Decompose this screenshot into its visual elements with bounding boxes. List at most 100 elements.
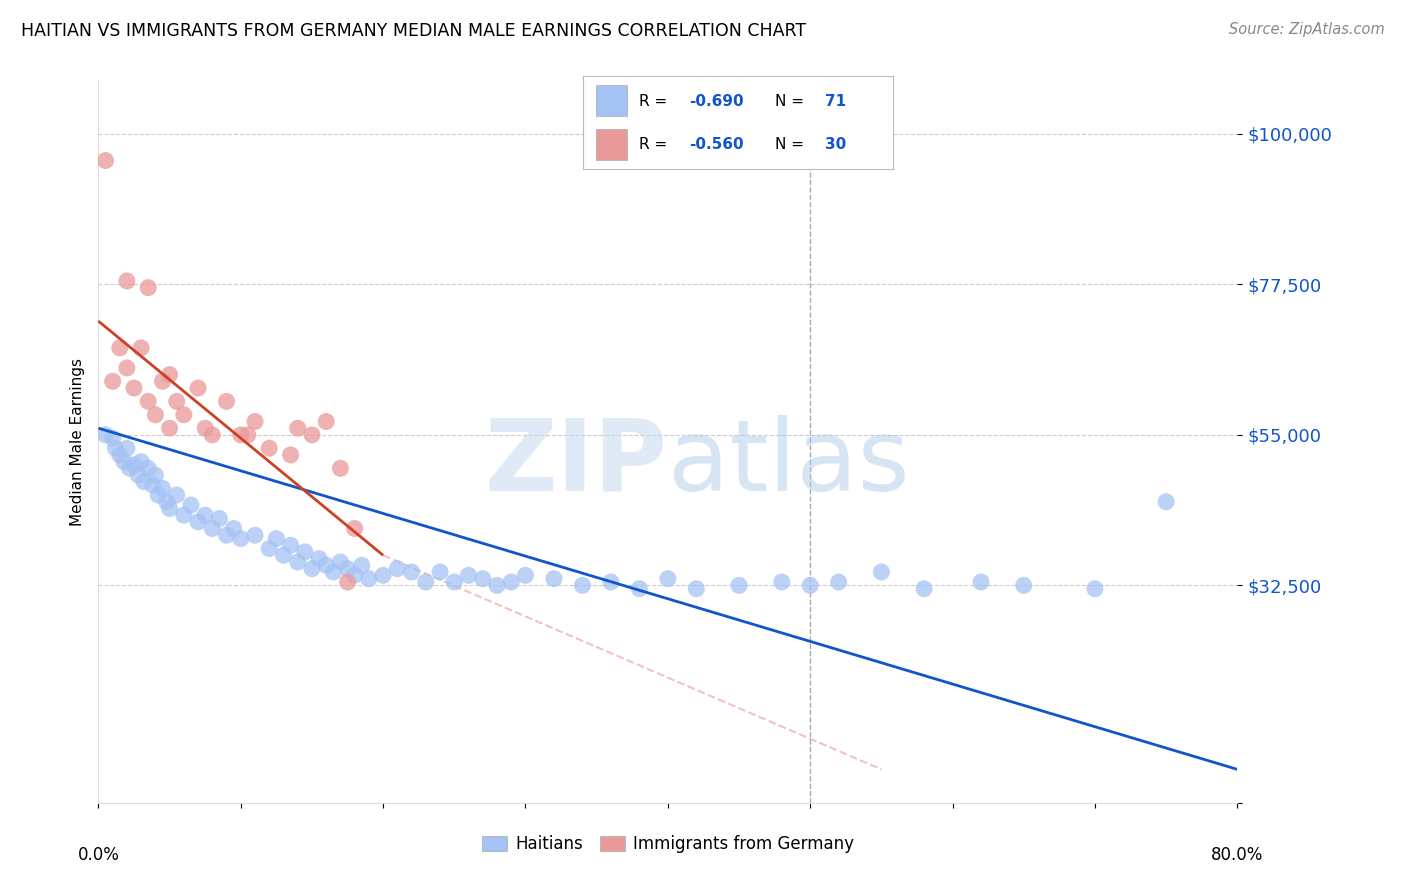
Point	[329, 461, 352, 475]
Point	[118, 461, 141, 475]
Point	[122, 381, 145, 395]
Point	[273, 548, 295, 563]
Point	[152, 482, 174, 496]
Point	[1012, 578, 1035, 592]
Point	[112, 454, 135, 469]
Point	[266, 532, 288, 546]
Point	[222, 521, 245, 535]
Point	[828, 575, 851, 590]
Point	[571, 578, 593, 592]
Point	[194, 421, 217, 435]
Point	[108, 448, 131, 462]
Text: 30: 30	[825, 136, 846, 152]
Point	[145, 467, 167, 482]
Point	[187, 381, 209, 395]
Point	[387, 562, 409, 576]
Point	[280, 538, 302, 552]
Point	[912, 582, 935, 596]
Point	[152, 375, 174, 389]
Point	[280, 448, 302, 462]
Point	[173, 508, 195, 523]
Point	[187, 515, 209, 529]
Point	[287, 421, 309, 435]
Point	[94, 153, 117, 168]
Point	[136, 281, 159, 295]
Point	[145, 408, 167, 422]
Point	[115, 361, 138, 376]
Text: ZIP: ZIP	[485, 415, 668, 512]
Point	[322, 565, 344, 579]
Point	[243, 414, 266, 428]
Legend: Haitians, Immigrants from Germany: Haitians, Immigrants from Germany	[475, 828, 860, 860]
Point	[501, 575, 523, 590]
Point	[870, 565, 893, 579]
Point	[371, 568, 394, 582]
Point	[315, 414, 337, 428]
Point	[770, 575, 793, 590]
Text: -0.690: -0.690	[689, 94, 744, 109]
Point	[336, 575, 359, 590]
Point	[287, 555, 309, 569]
Point	[415, 575, 437, 590]
Point	[229, 532, 252, 546]
Point	[1154, 494, 1177, 508]
Point	[728, 578, 751, 592]
Point	[208, 511, 231, 525]
Point	[156, 494, 179, 508]
FancyBboxPatch shape	[596, 129, 627, 160]
Point	[115, 274, 138, 288]
Text: atlas: atlas	[668, 415, 910, 512]
Point	[127, 467, 149, 482]
Point	[136, 461, 159, 475]
FancyBboxPatch shape	[596, 85, 627, 116]
Point	[970, 575, 993, 590]
Text: N =: N =	[775, 94, 808, 109]
Point	[294, 545, 316, 559]
Point	[486, 578, 509, 592]
Point	[166, 394, 188, 409]
Text: HAITIAN VS IMMIGRANTS FROM GERMANY MEDIAN MALE EARNINGS CORRELATION CHART: HAITIAN VS IMMIGRANTS FROM GERMANY MEDIA…	[21, 22, 806, 40]
Point	[259, 541, 281, 556]
Point	[600, 575, 623, 590]
Point	[101, 431, 124, 445]
Point	[166, 488, 188, 502]
Text: 0.0%: 0.0%	[77, 847, 120, 864]
Point	[159, 421, 181, 435]
Point	[657, 572, 679, 586]
Point	[457, 568, 479, 582]
Point	[350, 558, 373, 573]
Point	[429, 565, 451, 579]
Point	[343, 521, 366, 535]
Point	[201, 427, 224, 442]
Point	[443, 575, 465, 590]
Point	[201, 521, 224, 535]
Point	[159, 368, 181, 382]
Point	[108, 341, 131, 355]
Point	[136, 394, 159, 409]
Point	[180, 498, 202, 512]
Point	[104, 441, 127, 455]
Point	[799, 578, 821, 592]
Point	[115, 441, 138, 455]
Point	[101, 375, 124, 389]
Point	[122, 458, 145, 472]
Point	[132, 475, 155, 489]
Point	[336, 562, 359, 576]
Point	[173, 408, 195, 422]
Point	[243, 528, 266, 542]
Point	[129, 454, 152, 469]
Point	[315, 558, 337, 573]
Text: 80.0%: 80.0%	[1211, 847, 1264, 864]
Point	[236, 427, 259, 442]
Point	[343, 568, 366, 582]
Point	[628, 582, 651, 596]
Text: R =: R =	[640, 94, 672, 109]
Text: 71: 71	[825, 94, 846, 109]
Point	[685, 582, 707, 596]
Point	[94, 427, 117, 442]
Point	[301, 427, 323, 442]
Point	[215, 394, 238, 409]
Point	[215, 528, 238, 542]
Point	[329, 555, 352, 569]
Point	[543, 572, 565, 586]
